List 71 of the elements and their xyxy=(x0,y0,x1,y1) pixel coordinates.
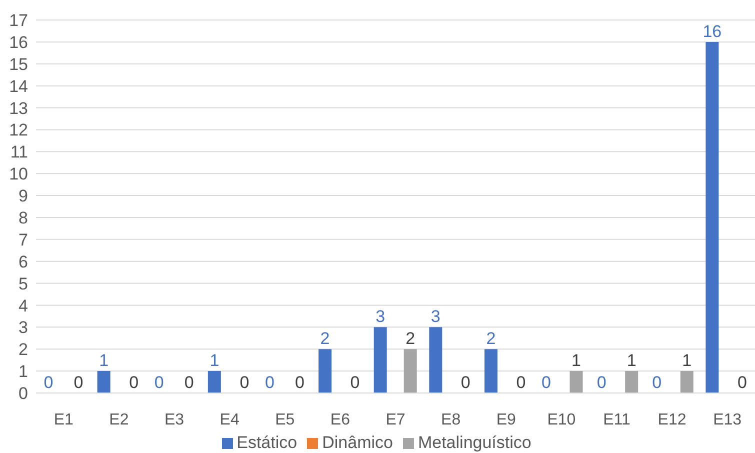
data-label: 0 xyxy=(542,372,552,392)
data-label: 0 xyxy=(129,372,139,392)
data-label: 0 xyxy=(74,372,84,392)
bar xyxy=(484,349,498,393)
x-tick-label: E11 xyxy=(603,411,630,428)
x-tick-label: E5 xyxy=(275,411,295,428)
data-label: 0 xyxy=(44,372,54,392)
legend-label: Metalinguístico xyxy=(418,433,532,452)
y-tick-label: 1 xyxy=(18,362,28,382)
y-tick-label: 3 xyxy=(18,318,28,338)
data-label: 0 xyxy=(264,372,274,392)
bar xyxy=(404,349,417,393)
y-tick-label: 6 xyxy=(18,252,28,272)
y-tick-label: 4 xyxy=(18,296,28,316)
data-label: 3 xyxy=(430,307,440,326)
y-tick-label: 7 xyxy=(18,230,28,250)
data-label: 0 xyxy=(460,372,470,392)
y-tick-label: 15 xyxy=(9,54,28,74)
data-label: 0 xyxy=(294,372,304,392)
bar xyxy=(208,371,221,393)
y-tick-label: 2 xyxy=(18,340,28,360)
y-tick-label: 12 xyxy=(9,120,28,140)
data-label: 1 xyxy=(99,351,109,370)
y-tick-label: 11 xyxy=(10,142,28,162)
y-tick-label: 17 xyxy=(9,11,28,30)
x-tick-label: E6 xyxy=(330,411,350,428)
x-tick-label: E2 xyxy=(109,411,129,428)
x-tick-label: E1 xyxy=(54,411,74,428)
x-tick-label: E3 xyxy=(164,411,184,428)
data-label: 0 xyxy=(154,372,164,392)
bar xyxy=(429,327,442,393)
bar xyxy=(97,371,110,393)
data-label: 1 xyxy=(626,351,636,370)
data-label: 1 xyxy=(682,351,692,370)
bar xyxy=(680,371,694,393)
bar xyxy=(318,349,332,393)
x-tick-label: E12 xyxy=(658,411,686,428)
y-tick-label: 13 xyxy=(9,98,28,118)
y-tick-label: 9 xyxy=(18,186,28,206)
y-tick-label: 10 xyxy=(9,164,28,184)
data-label: 0 xyxy=(596,372,606,392)
y-tick-label: 5 xyxy=(18,274,28,294)
bar xyxy=(706,42,719,393)
legend-label: Dinâmico xyxy=(322,433,393,452)
data-label: 0 xyxy=(652,372,662,392)
data-label: 2 xyxy=(486,329,496,348)
data-label: 0 xyxy=(737,372,747,392)
y-tick-label: 16 xyxy=(9,32,28,52)
y-tick-label: 14 xyxy=(9,76,28,96)
data-label: 1 xyxy=(572,351,582,370)
data-label: 0 xyxy=(240,372,250,392)
bar xyxy=(570,371,583,393)
x-tick-label: E10 xyxy=(547,411,576,428)
x-tick-label: E8 xyxy=(441,411,461,428)
legend-label: Estático xyxy=(236,433,298,452)
data-label: 0 xyxy=(516,372,526,392)
data-label: 1 xyxy=(210,351,220,370)
bar xyxy=(374,327,387,393)
data-label: 2 xyxy=(406,329,416,348)
y-tick-label: 0 xyxy=(18,384,28,404)
bar xyxy=(625,371,638,393)
x-tick-label: E13 xyxy=(713,411,742,428)
data-label: 0 xyxy=(184,372,194,392)
y-tick-label: 8 xyxy=(18,208,28,228)
data-label: 16 xyxy=(702,22,722,41)
x-tick-label: E4 xyxy=(220,411,240,428)
data-label: 3 xyxy=(376,307,386,326)
data-label: 0 xyxy=(350,372,360,392)
x-tick-label: E7 xyxy=(386,411,406,428)
data-label: 2 xyxy=(320,329,330,348)
x-tick-label: E9 xyxy=(496,411,516,428)
